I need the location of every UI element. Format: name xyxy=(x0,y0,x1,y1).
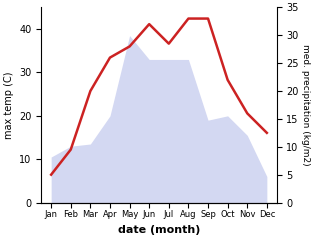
Y-axis label: max temp (C): max temp (C) xyxy=(4,71,14,139)
Y-axis label: med. precipitation (kg/m2): med. precipitation (kg/m2) xyxy=(301,44,310,166)
X-axis label: date (month): date (month) xyxy=(118,225,200,235)
